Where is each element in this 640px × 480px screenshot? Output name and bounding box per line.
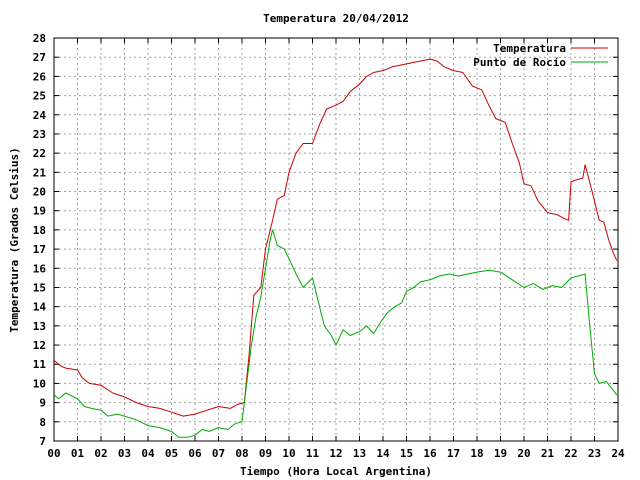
- y-tick-label: 18: [33, 224, 46, 237]
- axis-ticks: 7 8 9 10 11 12 13 14 15 16 17 18 19 20 21 22 23 24 25 26 27 2…: [33, 32, 625, 460]
- y-tick-label: 8: [39, 416, 46, 429]
- y-tick-label: 19: [33, 205, 46, 218]
- x-tick-label: 04: [141, 447, 155, 460]
- x-tick-label: 14: [376, 447, 390, 460]
- plot-frame: [53, 37, 619, 442]
- x-tick-label: 02: [94, 447, 107, 460]
- y-tick-label: 17: [33, 243, 46, 256]
- y-tick-label: 10: [33, 377, 46, 390]
- x-tick-label: 18: [470, 447, 483, 460]
- x-tick-label: 05: [165, 447, 178, 460]
- x-tick-label: 21: [541, 447, 555, 460]
- y-tick-label: 23: [33, 128, 46, 141]
- x-tick-label: 17: [447, 447, 460, 460]
- y-tick-label: 26: [33, 70, 47, 83]
- x-tick-label: 24: [611, 447, 625, 460]
- x-tick-label: 23: [588, 447, 601, 460]
- legend-label: Temperatura: [493, 42, 566, 55]
- x-tick-label: 12: [329, 447, 342, 460]
- y-tick-label: 15: [33, 281, 46, 294]
- grid: [54, 38, 618, 441]
- x-tick-label: 20: [517, 447, 530, 460]
- y-tick-label: 16: [33, 262, 47, 275]
- y-tick-label: 12: [33, 339, 46, 352]
- series-line-punto-de-roc-o: [53, 229, 618, 438]
- y-axis-title: Temperatura (Grados Celsius): [8, 147, 21, 332]
- x-axis-title: Tiempo (Hora Local Argentina): [240, 465, 432, 478]
- x-tick-label: 09: [259, 447, 272, 460]
- x-tick-label: 06: [188, 447, 202, 460]
- x-tick-label: 01: [71, 447, 85, 460]
- y-tick-label: 22: [33, 147, 46, 160]
- y-tick-label: 27: [33, 51, 46, 64]
- y-tick-label: 14: [33, 301, 47, 314]
- series-lines: [53, 58, 618, 438]
- x-tick-label: 22: [564, 447, 577, 460]
- y-tick-label: 11: [33, 358, 47, 371]
- x-tick-label: 15: [400, 447, 413, 460]
- chart-title: Temperatura 20/04/2012: [263, 12, 409, 25]
- y-tick-label: 13: [33, 320, 46, 333]
- x-tick-label: 19: [494, 447, 507, 460]
- x-tick-label: 16: [423, 447, 437, 460]
- x-tick-label: 13: [353, 447, 366, 460]
- x-tick-label: 10: [282, 447, 295, 460]
- series-line-temperatura: [53, 58, 618, 417]
- y-tick-label: 20: [33, 186, 46, 199]
- y-tick-label: 28: [33, 32, 46, 45]
- x-tick-label: 08: [235, 447, 248, 460]
- legend-label: Punto de Rocío: [473, 56, 566, 69]
- x-tick-label: 03: [118, 447, 131, 460]
- x-tick-label: 00: [47, 447, 60, 460]
- y-tick-label: 21: [33, 166, 47, 179]
- x-tick-label: 11: [306, 447, 320, 460]
- y-tick-label: 24: [33, 109, 47, 122]
- y-tick-label: 9: [39, 397, 46, 410]
- x-tick-label: 07: [212, 447, 225, 460]
- y-tick-label: 7: [39, 435, 46, 448]
- y-tick-label: 25: [33, 90, 46, 103]
